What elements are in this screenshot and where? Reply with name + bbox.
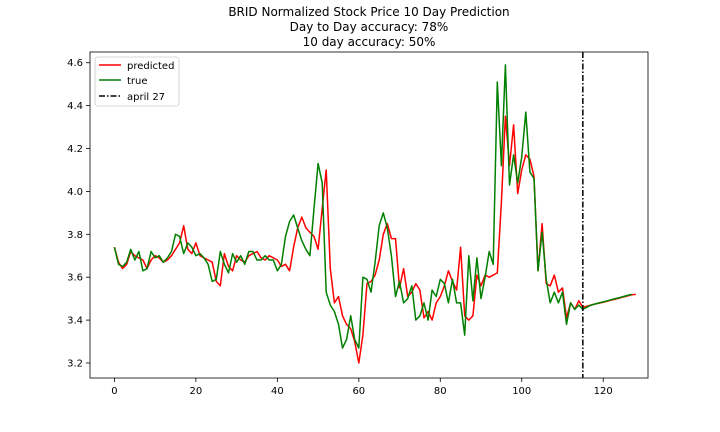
chart-title-line-2: Day to Day accuracy: 78% xyxy=(290,20,449,34)
plot-lines xyxy=(113,52,636,378)
y-tick-label: 4.4 xyxy=(67,101,83,112)
y-tick-label: 3.4 xyxy=(67,316,83,327)
chart-title: BRID Normalized Stock Price 10 Day Predi… xyxy=(228,5,509,49)
y-tick-label: 4.0 xyxy=(67,187,83,198)
legend-label-true: true xyxy=(127,76,148,87)
chart-title-line-1: BRID Normalized Stock Price 10 Day Predi… xyxy=(228,5,509,19)
y-tick-label: 3.2 xyxy=(67,358,83,369)
y-tick-label: 3.8 xyxy=(67,230,83,241)
legend-label-april-27: april 27 xyxy=(127,92,165,103)
y-tick-label: 3.6 xyxy=(67,273,83,284)
legend-label-predicted: predicted xyxy=(127,61,174,72)
chart-title-line-3: 10 day accuracy: 50% xyxy=(303,35,436,49)
x-axis-ticks: 0 20 40 60 80 100 120 xyxy=(111,378,613,397)
x-tick-label: 60 xyxy=(352,386,365,397)
x-tick-label: 100 xyxy=(512,386,531,397)
forecast-line-true xyxy=(582,293,632,311)
legend-box xyxy=(94,56,180,107)
y-tick-label: 4.2 xyxy=(67,144,83,155)
x-tick-label: 40 xyxy=(271,386,284,397)
y-axis-ticks: 3.2 3.4 3.6 3.8 4.0 4.2 4.4 4.6 xyxy=(67,58,90,369)
y-tick-label: 4.6 xyxy=(67,58,83,69)
x-tick-label: 20 xyxy=(190,386,203,397)
legend: predicted true april 27 xyxy=(94,56,180,107)
x-tick-label: 0 xyxy=(111,386,117,397)
x-tick-label: 120 xyxy=(594,386,613,397)
plot-frame xyxy=(89,51,649,379)
series-line-true xyxy=(113,64,584,349)
x-tick-label: 80 xyxy=(434,386,447,397)
